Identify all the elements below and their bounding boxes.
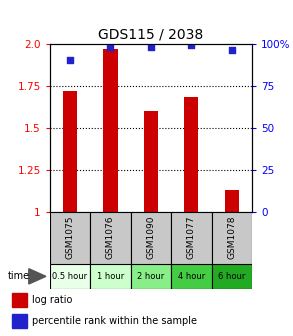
Text: 0.5 hour: 0.5 hour [52, 272, 88, 281]
Text: GSM1077: GSM1077 [187, 216, 196, 259]
Bar [184, 97, 198, 212]
Text: log ratio: log ratio [32, 295, 73, 305]
Point [108, 44, 113, 50]
Bar [50, 212, 90, 264]
Text: 1 hour: 1 hour [97, 272, 124, 281]
Title: GDS115 / 2038: GDS115 / 2038 [98, 27, 204, 41]
Point [189, 43, 194, 48]
Bar [225, 190, 239, 212]
Bar [103, 49, 117, 212]
Text: GSM1078: GSM1078 [227, 216, 236, 259]
Bar [131, 212, 171, 264]
Bar [50, 264, 90, 289]
Bar [212, 264, 252, 289]
Text: 2 hour: 2 hour [137, 272, 165, 281]
Bar [131, 264, 171, 289]
Bar [212, 212, 252, 264]
Bar [144, 111, 158, 212]
Text: time: time [7, 271, 30, 281]
Text: GSM1076: GSM1076 [106, 216, 115, 259]
Bar [90, 212, 131, 264]
Bar [63, 91, 77, 212]
Bar [90, 264, 131, 289]
Point [229, 48, 234, 53]
Polygon shape [29, 269, 46, 284]
Bar [11, 314, 27, 328]
Text: 4 hour: 4 hour [178, 272, 205, 281]
Point [149, 44, 153, 50]
Point [68, 58, 72, 63]
Text: 6 hour: 6 hour [218, 272, 246, 281]
Text: GSM1090: GSM1090 [146, 216, 155, 259]
Text: percentile rank within the sample: percentile rank within the sample [32, 316, 197, 326]
Bar [171, 212, 212, 264]
Bar [171, 264, 212, 289]
Bar [11, 293, 27, 307]
Text: GSM1075: GSM1075 [66, 216, 74, 259]
